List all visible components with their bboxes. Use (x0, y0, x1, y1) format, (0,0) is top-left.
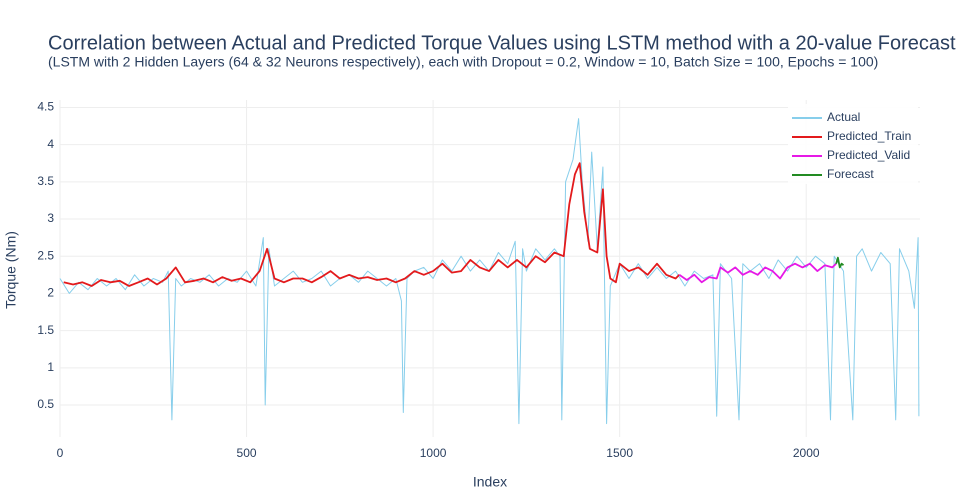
y-tick-label: 2 (47, 286, 54, 300)
x-tick-label: 0 (57, 446, 64, 460)
chart-subtitle: (LSTM with 2 Hidden Layers (64 & 32 Neur… (48, 54, 878, 70)
y-tick-label: 1 (47, 360, 54, 374)
x-axis-title: Index (473, 474, 507, 490)
x-tick-label: 500 (237, 446, 257, 460)
legend-label: Actual (827, 110, 860, 124)
legend-label: Forecast (827, 167, 874, 181)
y-tick-label: 0.5 (37, 397, 54, 411)
legend-label: Predicted_Train (827, 129, 911, 143)
x-tick-label: 1500 (606, 446, 633, 460)
x-tick-label: 1000 (420, 446, 447, 460)
series-line (835, 256, 845, 269)
y-tick-label: 2.5 (37, 248, 54, 262)
y-tick-label: 3.5 (37, 174, 54, 188)
x-tick-label: 2000 (793, 446, 820, 460)
series-line (59, 118, 920, 425)
y-axis-title: Torque (Nm) (3, 231, 19, 309)
y-tick-label: 3 (47, 211, 54, 225)
y-tick-label: 1.5 (37, 323, 54, 337)
series-line (63, 162, 680, 287)
y-tick-label: 4 (47, 137, 54, 151)
y-tick-label: 4.5 (37, 100, 54, 114)
series-line (678, 262, 837, 284)
chart-title: Correlation between Actual and Predicted… (48, 32, 956, 54)
legend-label: Predicted_Valid (827, 148, 910, 162)
